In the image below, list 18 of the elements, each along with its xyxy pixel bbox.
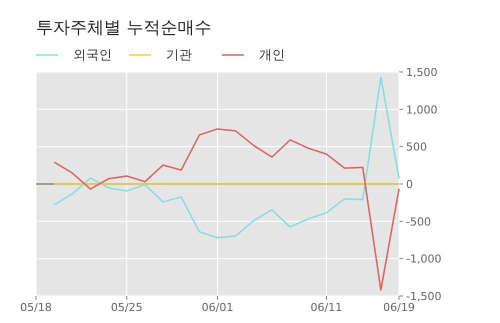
x-tick-label: 06/01 <box>202 301 234 314</box>
chart-title: 투자주체별 누적순매수 <box>36 18 212 38</box>
legend-label: 외국인 <box>73 48 112 63</box>
y-tick-label: 0 <box>406 178 413 191</box>
x-tick-label: 05/25 <box>110 301 143 314</box>
x-tick-label: 05/18 <box>20 301 52 314</box>
y-tick-label: -1,500 <box>406 290 442 303</box>
y-tick-label: 500 <box>406 140 427 154</box>
legend-label: 기관 <box>166 48 192 63</box>
y-tick-label: -500 <box>406 215 431 228</box>
x-tick-label: 06/19 <box>383 301 415 314</box>
y-tick-label: 1,500 <box>406 66 438 79</box>
legend-label: 개인 <box>259 48 285 63</box>
line-series <box>53 76 400 239</box>
x-tick-label: 06/11 <box>310 301 342 314</box>
y-tick-label: 1,000 <box>406 103 438 116</box>
line-series <box>53 128 400 291</box>
y-tick-label: -1,000 <box>406 252 442 266</box>
